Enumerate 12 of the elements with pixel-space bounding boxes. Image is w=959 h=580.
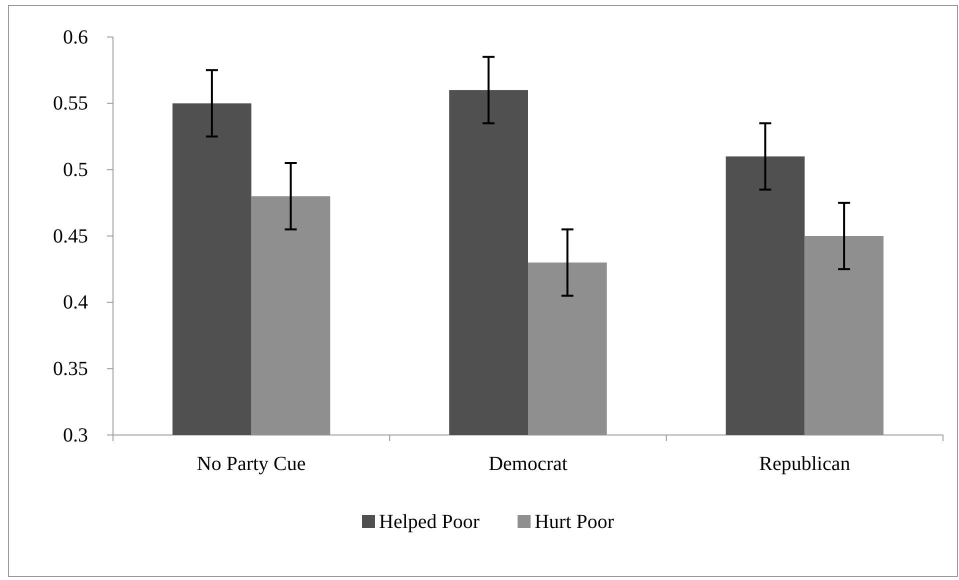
legend-label: Helped Poor xyxy=(379,511,480,533)
y-tick-label: 0.3 xyxy=(63,424,88,446)
x-tick-label: No Party Cue xyxy=(196,453,306,475)
y-tick-label: 0.45 xyxy=(53,225,88,248)
legend-label: Hurt Poor xyxy=(534,511,614,533)
y-tick-label: 0.5 xyxy=(63,159,88,182)
y-tick-label: 0.35 xyxy=(53,358,88,380)
y-tick-label: 0.4 xyxy=(63,292,88,314)
x-tick-label: Republican xyxy=(759,453,850,475)
x-tick-label: Democrat xyxy=(488,453,568,475)
y-tick-label: 0.6 xyxy=(63,26,88,48)
y-tick-label: 0.55 xyxy=(53,92,88,115)
